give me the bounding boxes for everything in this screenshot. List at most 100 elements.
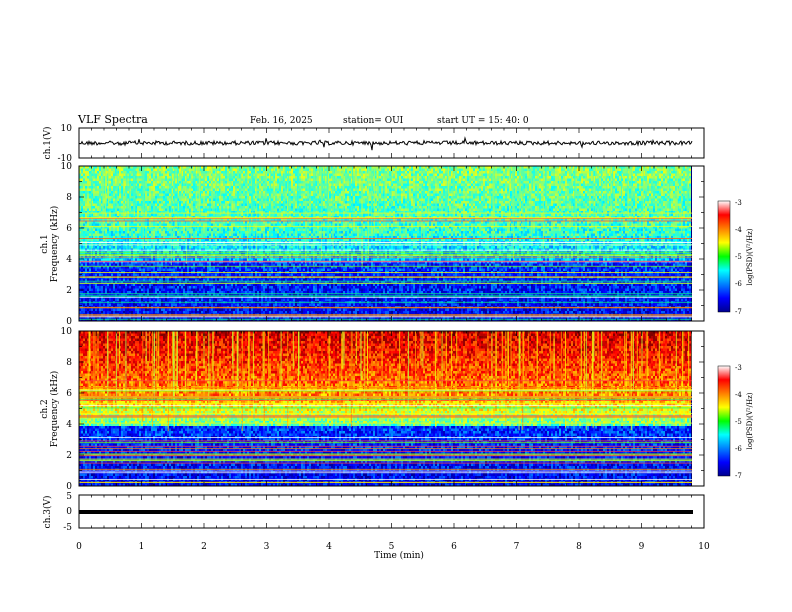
ch1-spectrogram-cell [353,171,355,174]
ch1-spectrogram-cell [193,174,195,177]
ch1-spectrogram-cell [497,171,499,174]
ch1-spectrogram-cell [469,171,471,174]
ch1-spectrogram-cell [467,169,469,172]
ch1-spectrogram-cell [577,171,579,174]
ch1-spectrogram-cell [437,171,439,174]
ch1-spectrogram-cell [449,171,451,174]
ch1-spectrogram-cell [489,169,491,172]
ch1-spectrogram-cell [565,169,567,172]
ch1-spectrogram-cell [551,171,553,174]
ch1-spectrogram-cell [417,169,419,172]
ch1-spectrogram-cell [489,171,491,174]
ch1-spectrogram-cell [131,169,133,172]
ch1-spectrogram-cell [405,174,407,177]
ch1-spectrogram-cell [569,169,571,172]
ch1-spectrogram-cell [167,171,169,174]
ch1-spectrogram-cell [495,174,497,177]
ch1-spectrogram-cell [465,174,467,177]
ch1-spectrogram-cell [97,171,99,174]
ch1-spectrogram-cell [561,169,563,172]
ch1-spectrogram-cell [337,174,339,177]
ch1-spectrogram-cell [233,171,235,174]
ch1-spectrogram-cell [425,174,427,177]
ch1-spectrogram-cell [585,169,587,172]
ch1-spectrogram-cell [671,169,673,172]
ch1-spectrogram-cell [147,169,149,172]
ch1-spectrogram-cell [359,169,361,172]
ch1-spectrogram-cell [585,174,587,177]
ch1-spectrogram-cell [355,169,357,172]
ch1-spectrogram-cell [411,174,413,177]
ch1-spectrogram-cell [559,171,561,174]
ch1-spectrogram-heatmap [79,166,704,321]
ch1-spectrogram-cell [413,169,415,172]
ch1-spectrogram-cell [549,169,551,172]
ch1-spectrogram-cell [221,171,223,174]
ch1-spectrogram-cell [261,169,263,172]
ch1-spectrogram-cell [633,174,635,177]
ch1-spectrogram-cell [405,171,407,174]
ch1-spectrogram-cell [587,171,589,174]
ch1-spectrogram-cell [167,174,169,177]
ch1-spectrogram-cell [637,169,639,172]
start-time-label: start UT = 15: 40: 0 [437,116,529,126]
ch1-spectrogram-cell [445,171,447,174]
ch1-spectrogram-cell [629,169,631,172]
ch1-spectrogram-cell [499,174,501,177]
ch1-spectrogram-cell [381,169,383,172]
ch1-spectrogram-cell [637,171,639,174]
ch1-spectrogram-cell [503,171,505,174]
ch1-spectrogram-cell [599,174,601,177]
ch1-spectrogram-cell [329,174,331,177]
ch1-spectrogram-cell [431,174,433,177]
ch1-spectrogram-cell [683,171,685,174]
ch1-spectrogram-cell [551,169,553,172]
ch1-spectrogram-cell [503,174,505,177]
ch1-spectrogram-cell [475,169,477,172]
ch1-spectrogram-cell [85,169,87,172]
ch1-spectrogram-cell [439,174,441,177]
ch1-spectrogram-cell [535,171,537,174]
ch1-spectrogram-cell [673,171,675,174]
ch1-spectrogram-cell [259,169,261,172]
ch1-spectrogram-cell [225,174,227,177]
ch1-spectrogram-cell [277,169,279,172]
ch1-spectrogram-cell [591,169,593,172]
ch1-spectrogram-cell [525,171,527,174]
ch1-spectrogram-cell [435,169,437,172]
ch1-spectrogram-cell [657,171,659,174]
ch1-spectrogram-cell [345,171,347,174]
ch1-spectrogram-cell [131,171,133,174]
ch1-spectrogram-cell [233,169,235,172]
ch1-spectrogram-cell [209,171,211,174]
ch1-spectrogram-cell [93,169,95,172]
ch1-spectrogram-cell [689,171,691,174]
ch1-spectrogram-cell [533,169,535,172]
ch1-spectrogram-cell [329,171,331,174]
ch1-spectrogram-cell [113,174,115,177]
ch1-spectrogram-cell [335,171,337,174]
ch1-spectrogram-cell [477,171,479,174]
ch1-spectrogram-cell [641,174,643,177]
ch1-spectrogram-cell [563,169,565,172]
ch1-spectrogram-cell [659,171,661,174]
ch1-spectrogram-cell [419,171,421,174]
ch1-spectrogram-cell [151,171,153,174]
ch1-spectrogram-cell [187,169,189,172]
ch1-spectrogram-cell [449,169,451,172]
ch1-spectrogram-cell [137,174,139,177]
ch1-spectrogram-cell [515,174,517,177]
ch1-spectrogram-cell [295,171,297,174]
ch1-spectrogram-cell [397,169,399,172]
ch1-spectrogram-cell [535,174,537,177]
ch1-spectrogram-cell [577,174,579,177]
ch1-spectrogram-cell [95,171,97,174]
ch1-spectrogram-cell [397,174,399,177]
ch1-spectrogram-cell [535,169,537,172]
ch1-spectrogram-cell [655,169,657,172]
ch1-spectrogram-cell [561,174,563,177]
ch1-spectrogram-cell [235,174,237,177]
ch1-spectrogram-cell [657,169,659,172]
ch1-spectrogram-cell [183,174,185,177]
vlf-spectra-figure: VLF Spectra Feb. 16, 2025 station= OUI s… [0,0,792,612]
